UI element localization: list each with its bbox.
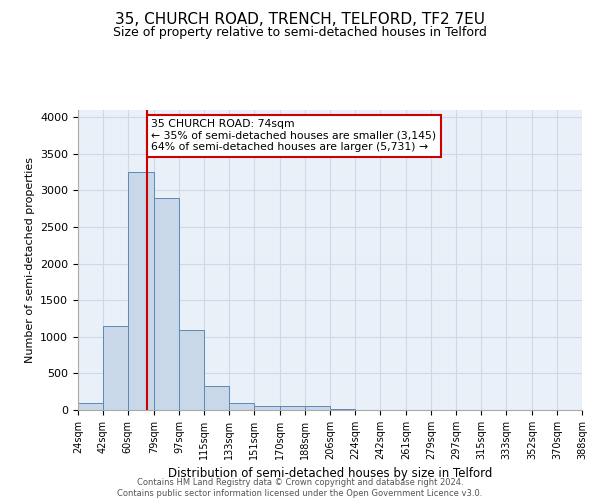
Bar — [204, 386, 229, 410]
Y-axis label: Number of semi-detached properties: Number of semi-detached properties — [25, 157, 35, 363]
Bar — [128, 172, 154, 410]
Bar — [103, 326, 128, 410]
Bar — [229, 402, 254, 410]
Bar — [280, 406, 305, 410]
Bar — [254, 406, 280, 410]
Bar — [78, 402, 103, 410]
Text: 35, CHURCH ROAD, TRENCH, TELFORD, TF2 7EU: 35, CHURCH ROAD, TRENCH, TELFORD, TF2 7E… — [115, 12, 485, 28]
Bar — [305, 406, 330, 410]
X-axis label: Distribution of semi-detached houses by size in Telford: Distribution of semi-detached houses by … — [168, 468, 492, 480]
Bar — [179, 330, 204, 410]
Text: Size of property relative to semi-detached houses in Telford: Size of property relative to semi-detach… — [113, 26, 487, 39]
Text: 35 CHURCH ROAD: 74sqm
← 35% of semi-detached houses are smaller (3,145)
64% of s: 35 CHURCH ROAD: 74sqm ← 35% of semi-deta… — [151, 119, 437, 152]
Bar — [154, 198, 179, 410]
Text: Contains HM Land Registry data © Crown copyright and database right 2024.
Contai: Contains HM Land Registry data © Crown c… — [118, 478, 482, 498]
